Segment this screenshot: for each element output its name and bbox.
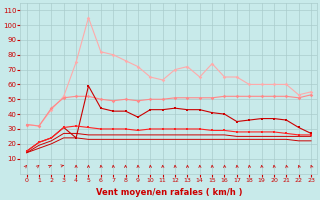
X-axis label: Vent moyen/en rafales ( km/h ): Vent moyen/en rafales ( km/h ) bbox=[96, 188, 242, 197]
